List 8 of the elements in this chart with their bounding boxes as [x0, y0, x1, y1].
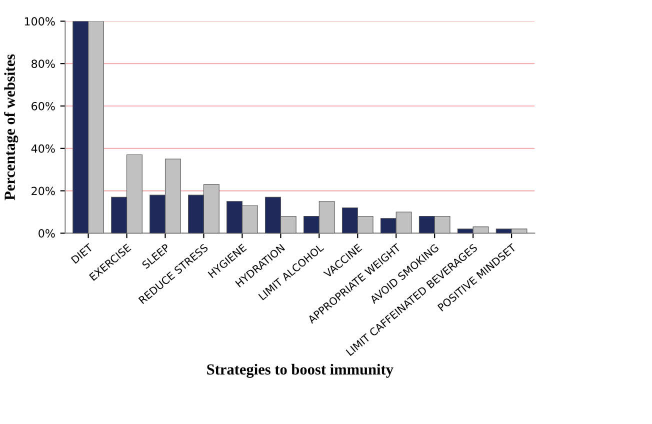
y-tick-label: 80%	[32, 60, 55, 68]
y-tick-label: 40%	[31, 144, 55, 153]
y-tick-label: 0%	[38, 229, 55, 238]
y-tick-label: 60%	[32, 102, 55, 110]
y-axis-title: Percentage of websites	[4, 54, 18, 200]
x-axis-title: Strategies to boost immunity	[207, 364, 394, 378]
y-tick-label: 20%	[32, 186, 55, 196]
y-tick-label: 100%	[24, 17, 55, 26]
